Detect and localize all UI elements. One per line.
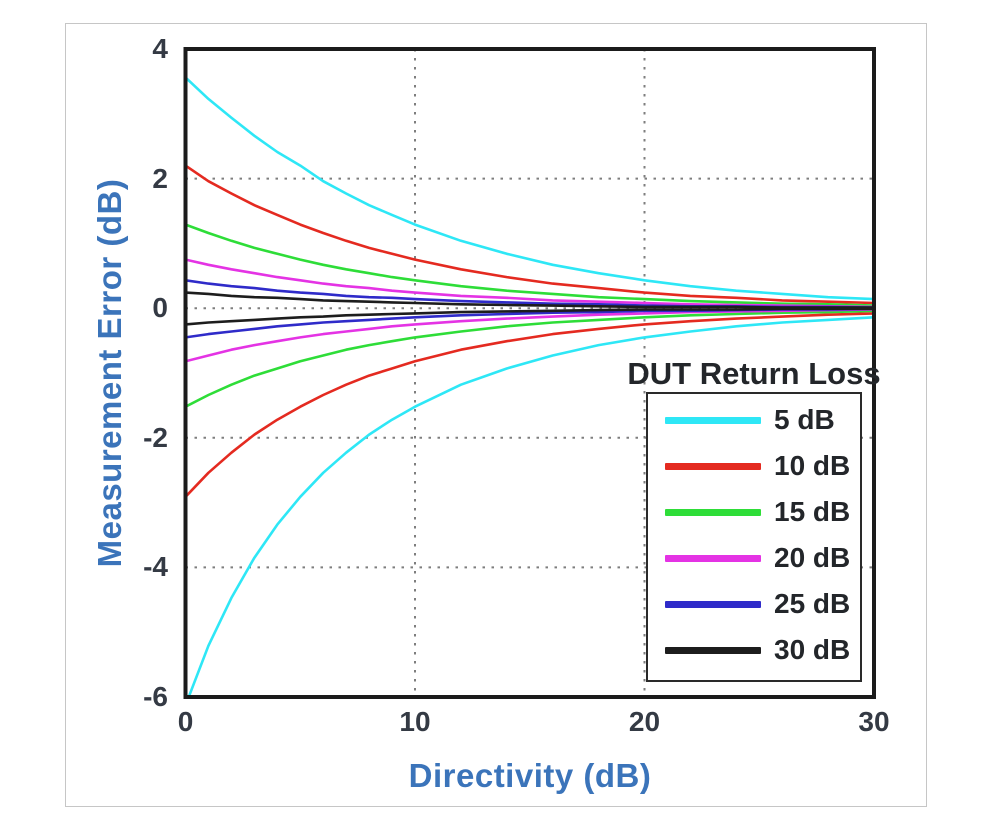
legend-item-10-dB: 10 dB	[665, 452, 850, 480]
series-line-10-dB-upper	[185, 164, 874, 305]
legend: 5 dB 10 dB 15 dB 20 dB 25 dB 30 dB	[646, 392, 862, 682]
y-axis-title: Measurement Error (dB)	[91, 178, 128, 568]
series-line-30-dB-lower	[185, 307, 874, 326]
series-line-15-dB-lower	[185, 309, 874, 409]
legend-swatch-10-dB	[665, 462, 761, 470]
x-tick-label-0: 0	[177, 706, 194, 737]
x-tick-label-10: 10	[399, 706, 431, 737]
y-tick-label-2: 2	[152, 162, 168, 194]
x-tick-label-30: 30	[858, 706, 890, 737]
series-line-5-dB-lower	[187, 315, 874, 697]
legend-swatch-5-dB	[665, 416, 761, 424]
y-tick-label-0: 0	[152, 292, 168, 324]
legend-item-label: 5 dB	[774, 404, 835, 435]
legend-item-label: 20 dB	[774, 542, 851, 573]
y-tick-label-4: 4	[152, 33, 168, 64]
legend-swatch-15-dB	[665, 508, 761, 516]
y-tick-label--6: -6	[143, 681, 168, 712]
series-line-20-dB-upper	[185, 258, 874, 309]
legend-item-label: 10 dB	[774, 450, 851, 481]
legend-item-label: 25 dB	[774, 588, 851, 619]
plot-border	[183, 47, 876, 699]
legend-item-15-dB: 15 dB	[665, 498, 850, 526]
legend-item-5-dB: 5 dB	[665, 406, 835, 434]
legend-item-25-dB: 25 dB	[665, 590, 850, 618]
legend-item-label: 15 dB	[774, 496, 851, 527]
series-line-5-dB-upper	[185, 76, 874, 301]
legend-swatch-30-dB	[665, 646, 761, 654]
legend-item-30-dB: 30 dB	[665, 636, 850, 664]
series-line-10-dB-lower	[185, 312, 874, 499]
y-tick-label--4: -4	[143, 551, 168, 583]
x-axis-title: Directivity (dB)	[408, 757, 652, 794]
legend-swatch-25-dB	[665, 600, 761, 608]
series-line-15-dB-upper	[185, 223, 874, 307]
series-line-30-dB-upper	[185, 291, 874, 309]
legend-title: DUT Return Loss	[627, 356, 881, 391]
legend-item-label: 30 dB	[774, 634, 851, 665]
legend-item-20-dB: 20 dB	[665, 544, 850, 572]
y-tick-label--2: -2	[143, 421, 168, 453]
legend-swatch-20-dB	[665, 554, 761, 562]
x-tick-label-20: 20	[628, 706, 661, 737]
